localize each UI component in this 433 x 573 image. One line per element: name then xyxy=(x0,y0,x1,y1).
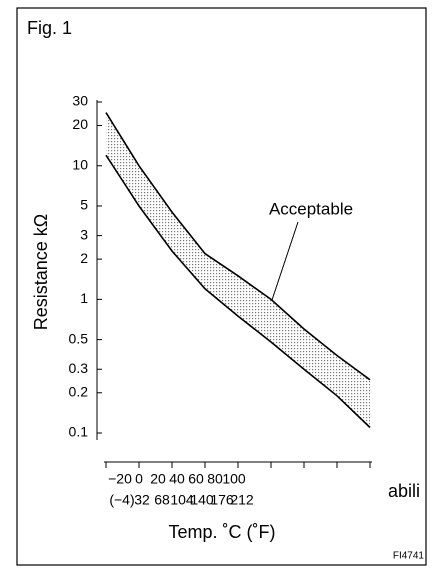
figure-label: Fig. 1 xyxy=(27,18,72,38)
y-tick-label: 10 xyxy=(72,156,88,172)
x-tick-label-f: 140 xyxy=(190,492,214,508)
annotation: Acceptable xyxy=(269,199,353,218)
y-tick-label: 2 xyxy=(80,250,88,266)
x-tick-label-f: 68 xyxy=(154,492,170,508)
x-tick-label: 60 xyxy=(188,471,204,487)
frame xyxy=(16,7,427,566)
x-tick-label-f: 176 xyxy=(210,492,234,508)
y-tick-label: 1 xyxy=(80,290,88,306)
y-tick-label: 20 xyxy=(72,116,88,132)
y-tick-label: 0.3 xyxy=(69,360,89,376)
acceptable-band xyxy=(106,112,370,428)
x-tick-label: 20 xyxy=(150,471,166,487)
x-tick-label: −20 xyxy=(108,471,132,487)
x-tick-label-f: 104 xyxy=(170,492,194,508)
x-tick-label-f: (−4) xyxy=(109,492,134,508)
x-tick-label-f: 32 xyxy=(134,492,150,508)
y-tick-label: 0.5 xyxy=(69,330,89,346)
y-tick-label: 0.1 xyxy=(69,424,89,440)
annotation-leader xyxy=(267,221,299,313)
x-tick-label: 80 xyxy=(207,471,223,487)
x-tick-label: 0 xyxy=(135,471,143,487)
x-axis-title: Temp. ˚C (˚F) xyxy=(169,522,276,542)
x-tick-label: 40 xyxy=(169,471,185,487)
y-tick-label: 30 xyxy=(72,93,88,109)
y-tick-label: 3 xyxy=(80,226,88,242)
figure-code: FI4741 xyxy=(393,551,425,562)
stray-text: abili xyxy=(388,481,420,501)
y-tick-label: 5 xyxy=(80,197,88,213)
y-tick-label: 0.2 xyxy=(69,383,89,399)
x-tick-label-f: 212 xyxy=(230,492,254,508)
x-tick-label: 100 xyxy=(222,471,246,487)
y-axis-title: Resistance kΩ xyxy=(31,214,51,331)
curve xyxy=(105,112,371,381)
curve xyxy=(105,154,371,429)
